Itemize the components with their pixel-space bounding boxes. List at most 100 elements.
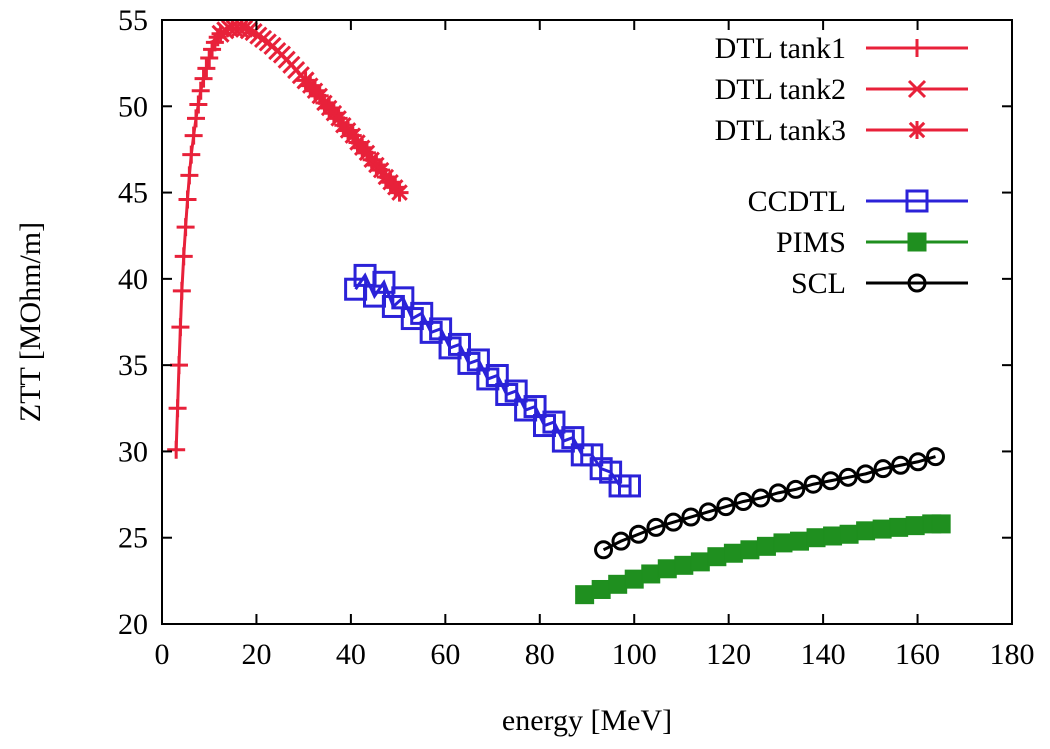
- data-point: [372, 270, 396, 294]
- data-point: [905, 516, 925, 536]
- x-axis-title: energy [MeV]: [502, 704, 672, 737]
- legend-marker: [908, 121, 926, 139]
- data-point: [681, 507, 701, 527]
- x-tick-label: 140: [801, 638, 846, 671]
- data-point: [171, 318, 190, 337]
- data-point: [733, 491, 753, 511]
- data-point: [184, 126, 203, 145]
- data-point: [803, 474, 823, 494]
- legend-entry: PIMS: [776, 226, 968, 259]
- legend-marker: [908, 39, 926, 57]
- x-tick-label: 60: [430, 638, 460, 671]
- data-point: [856, 464, 876, 484]
- data-point: [838, 467, 858, 487]
- data-point: [372, 161, 391, 180]
- data-point: [329, 109, 348, 128]
- data-point: [790, 531, 809, 551]
- data-point: [357, 143, 376, 162]
- data-point: [197, 59, 216, 78]
- data-point: [172, 281, 191, 300]
- data-point: [872, 519, 892, 539]
- series-dtl-tank1: [167, 24, 230, 459]
- data-point: [786, 479, 806, 499]
- x-tick-label: 20: [241, 638, 271, 671]
- data-point: [690, 552, 710, 572]
- legend-marker: [905, 189, 929, 213]
- data-point: [931, 514, 951, 534]
- x-tick-label: 80: [525, 638, 555, 671]
- y-tick-label: 25: [118, 522, 148, 555]
- data-point: [310, 86, 329, 105]
- x-tick-label: 0: [155, 638, 170, 671]
- y-tick-label: 20: [118, 608, 148, 641]
- data-point: [657, 559, 677, 579]
- legend-entry: DTL tank1: [715, 32, 968, 65]
- data-point: [178, 190, 197, 209]
- series-scl: [594, 447, 945, 560]
- data-point: [751, 488, 771, 508]
- data-point: [908, 452, 928, 472]
- data-point: [618, 474, 641, 498]
- data-point: [235, 19, 254, 38]
- legend-marker: [907, 273, 927, 293]
- series-dtl-tank3: [296, 71, 409, 202]
- data-point: [168, 399, 187, 418]
- y-tick-label: 45: [118, 177, 148, 210]
- data-point: [873, 459, 893, 479]
- legend-label: DTL tank1: [715, 32, 846, 65]
- data-point: [611, 531, 631, 551]
- data-point: [176, 218, 195, 237]
- y-axis-title: ZTT [MOhm/m]: [14, 222, 47, 422]
- data-point: [723, 543, 743, 563]
- data-point: [740, 540, 760, 560]
- data-point: [674, 555, 694, 575]
- data-point: [773, 533, 793, 553]
- legend-entry: DTL tank3: [715, 114, 968, 147]
- data-point: [390, 183, 409, 202]
- data-point: [891, 455, 911, 475]
- data-point: [189, 95, 208, 114]
- plot-frame: [161, 19, 1013, 625]
- legend-label: PIMS: [776, 226, 846, 259]
- data-point: [839, 524, 859, 544]
- data-point: [608, 574, 628, 594]
- legend-label: DTL tank3: [715, 114, 846, 147]
- data-point: [926, 447, 945, 467]
- data-point: [191, 81, 210, 100]
- legend-label: SCL: [791, 267, 846, 300]
- data-point: [716, 497, 736, 517]
- x-tick-label: 160: [895, 638, 940, 671]
- data-point: [170, 356, 188, 375]
- data-point: [591, 579, 611, 599]
- y-tick-label: 35: [118, 349, 148, 382]
- legend-entry: CCDTL: [748, 185, 968, 218]
- data-point: [698, 502, 718, 522]
- legend-entry: SCL: [791, 267, 968, 300]
- legend-entry: DTL tank2: [715, 73, 968, 106]
- legend-label: DTL tank2: [715, 73, 846, 106]
- x-tick-label: 100: [612, 638, 657, 671]
- y-tick-label: 50: [118, 90, 148, 123]
- data-point: [856, 521, 876, 541]
- data-point: [646, 517, 666, 537]
- data-point: [821, 471, 841, 491]
- data-point: [182, 145, 201, 164]
- legend-marker: [907, 79, 927, 99]
- series-pims: [575, 514, 951, 605]
- data-point: [806, 528, 826, 548]
- legend-label: CCDTL: [748, 185, 846, 218]
- data-point: [594, 540, 614, 560]
- data-point: [167, 440, 186, 459]
- data-point: [200, 48, 219, 67]
- data-point: [641, 564, 661, 584]
- data-point: [756, 536, 776, 556]
- data-point: [187, 109, 205, 128]
- data-point: [624, 569, 644, 589]
- data-point: [707, 547, 727, 567]
- data-point: [194, 69, 213, 88]
- y-tick-label: 55: [118, 4, 148, 37]
- plot-layer: [167, 19, 951, 605]
- y-tick-label: 30: [118, 435, 148, 468]
- data-point: [180, 166, 199, 185]
